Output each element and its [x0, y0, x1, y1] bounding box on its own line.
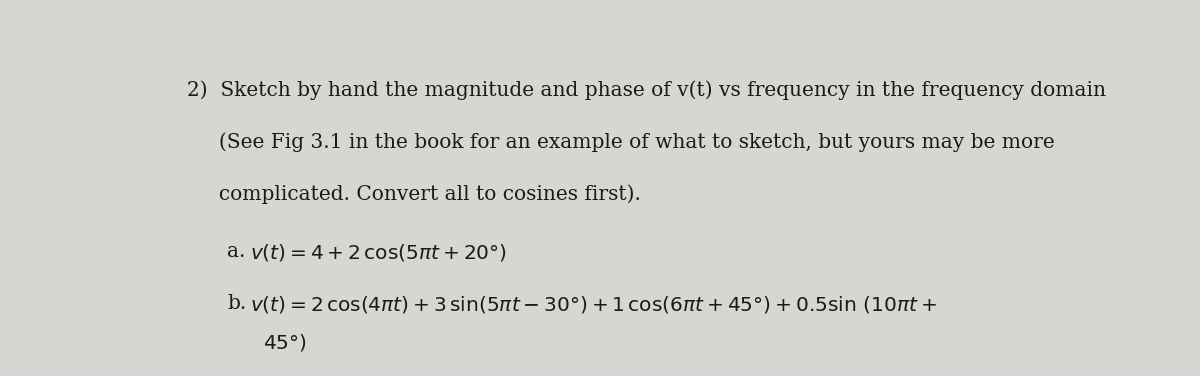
Text: complicated. Convert all to cosines first).: complicated. Convert all to cosines firs…	[187, 184, 641, 204]
Text: a.: a.	[227, 242, 246, 261]
Text: (See Fig 3.1 in the book for an example of what to sketch, but yours may be more: (See Fig 3.1 in the book for an example …	[187, 132, 1055, 152]
Text: $v(t) = 2\,\cos(4\pi t) + 3\,\sin(5\pi t - 30°) + 1\,\cos(6\pi t + 45°) + 0.5\si: $v(t) = 2\,\cos(4\pi t) + 3\,\sin(5\pi t…	[251, 294, 937, 315]
Text: b.: b.	[227, 294, 246, 313]
Text: $45°)$: $45°)$	[264, 332, 307, 353]
Text: 2)  Sketch by hand the magnitude and phase of v(t) vs frequency in the frequency: 2) Sketch by hand the magnitude and phas…	[187, 80, 1106, 100]
Text: $v(t) = 4 + 2\,\cos(5\pi t + 20°)$: $v(t) = 4 + 2\,\cos(5\pi t + 20°)$	[251, 242, 508, 263]
